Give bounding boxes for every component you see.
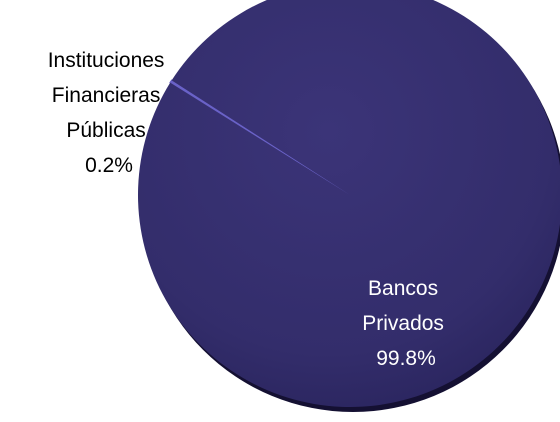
slice-label-bancos: Bancos Privados 99.8%	[362, 277, 450, 370]
pie-slice-bancos	[138, 0, 560, 407]
slice-label-instituciones: Instituciones Financieras Públicas 0.2%	[48, 49, 171, 177]
pie-slices	[138, 0, 560, 407]
pie-slice-instituciones	[169, 79, 351, 196]
